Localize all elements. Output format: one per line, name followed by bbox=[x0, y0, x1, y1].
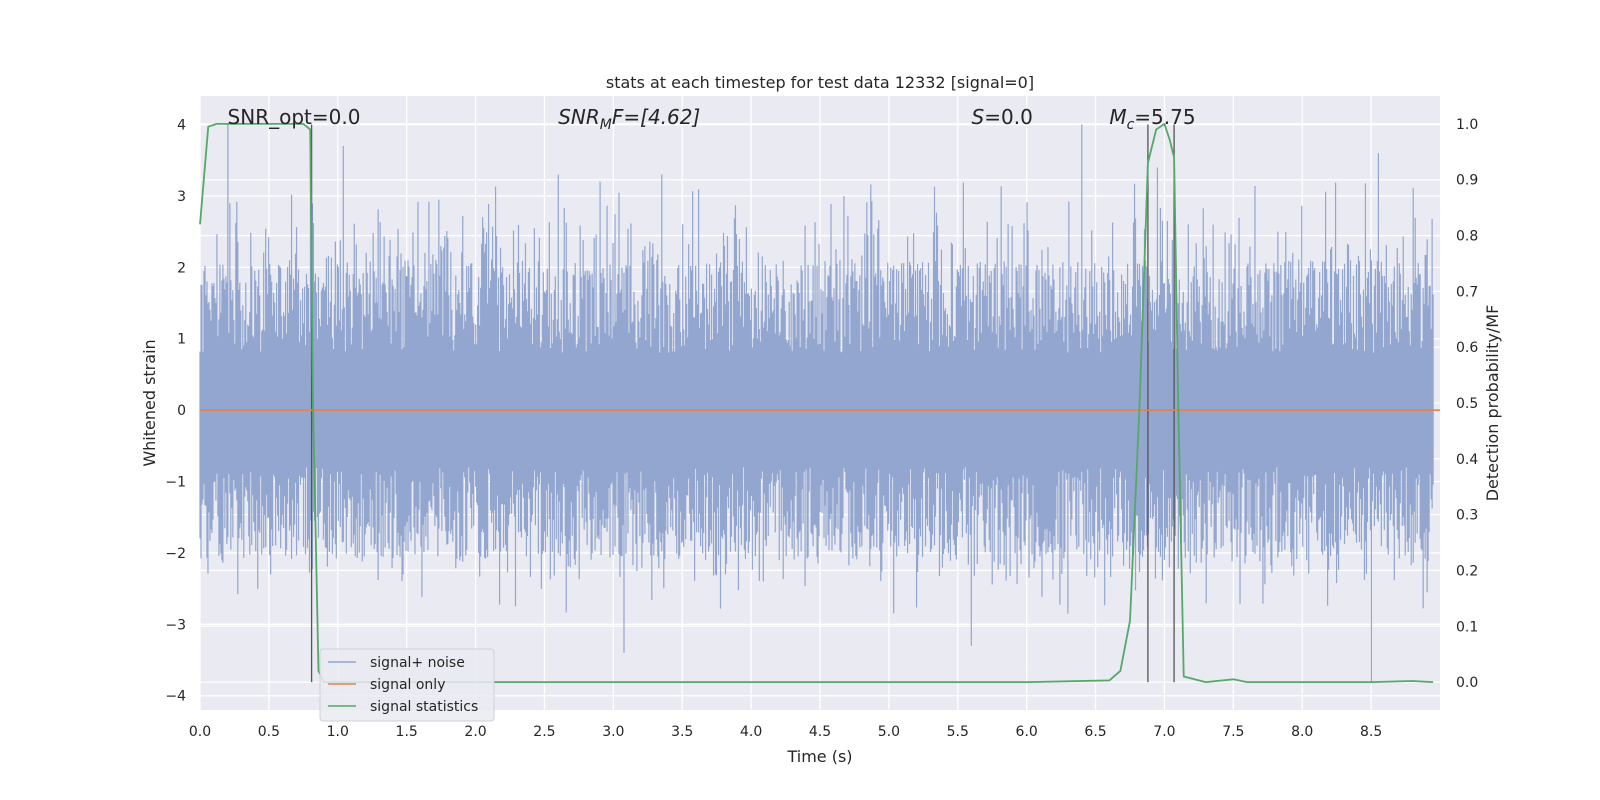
y-tick-label: −1 bbox=[165, 475, 186, 491]
signal-noise-series bbox=[199, 124, 1434, 682]
y-tick-label: −2 bbox=[165, 546, 186, 562]
y2-tick-label: 0.6 bbox=[1456, 340, 1478, 356]
y-tick-label: −4 bbox=[165, 689, 186, 705]
y2-tick-label: 0.4 bbox=[1456, 452, 1478, 468]
annotation-mc-rest: =5.75 bbox=[1134, 105, 1195, 129]
annotation-snr-mf-sub: M bbox=[600, 117, 612, 133]
x-tick-label: 2.5 bbox=[533, 724, 555, 740]
y2-tick-label: 0.7 bbox=[1456, 284, 1478, 300]
annotation-snr-opt: SNR_opt=0.0 bbox=[228, 105, 361, 129]
y-tick-label: −3 bbox=[165, 617, 186, 633]
y2-tick-label: 1.0 bbox=[1456, 117, 1478, 133]
y-tick-label: 3 bbox=[177, 189, 186, 205]
x-tick-label: 7.5 bbox=[1222, 724, 1244, 740]
y2-tick-label: 0.9 bbox=[1456, 173, 1478, 189]
y-tick-label: 4 bbox=[177, 118, 186, 134]
annotation-s: S=0.0 bbox=[972, 105, 1033, 129]
x-tick-label: 5.0 bbox=[878, 724, 900, 740]
annotation-mc-sub: c bbox=[1127, 117, 1135, 133]
tick-labels: 0.0 0.5 1.0 1.5 2.0 2.5 3.0 3.5 4.0 4.5 5.0 5.5 6.0 6… bbox=[165, 117, 1478, 740]
y2-tick-label: 0.8 bbox=[1456, 229, 1478, 245]
y-tick-label: 2 bbox=[177, 260, 186, 276]
annotation-s-main: S bbox=[972, 105, 985, 129]
x-tick-label: 4.0 bbox=[740, 724, 762, 740]
x-tick-label: 0.0 bbox=[189, 724, 211, 740]
y2-tick-label: 0.2 bbox=[1456, 563, 1478, 579]
x-tick-label: 0.5 bbox=[258, 724, 280, 740]
y-tick-label: 0 bbox=[177, 403, 186, 419]
annotation-snr-mf-prefix: SNR bbox=[558, 105, 600, 129]
noise-trace bbox=[199, 124, 1434, 682]
y-axis-label: Whitened strain bbox=[140, 339, 159, 466]
x-tick-label: 4.5 bbox=[809, 724, 831, 740]
x-tick-label: 5.5 bbox=[947, 724, 969, 740]
x-tick-label: 3.5 bbox=[671, 724, 693, 740]
y2-tick-label: 0.3 bbox=[1456, 508, 1478, 524]
y2-tick-label: 0.5 bbox=[1456, 396, 1478, 412]
annotation-snr-mf-suffix: F=[4.62] bbox=[612, 105, 700, 129]
annotation-snr-mf: SNRMF=[4.62] bbox=[558, 105, 700, 133]
y2-axis-label: Detection probability/MF bbox=[1483, 305, 1502, 502]
legend-label-signal-only: signal only bbox=[370, 677, 445, 693]
legend-label-signal-noise: signal+ noise bbox=[370, 655, 465, 671]
annotation-mc: Mc=5.75 bbox=[1109, 105, 1195, 133]
annotation-s-rest: =0.0 bbox=[984, 105, 1033, 129]
x-tick-label: 7.0 bbox=[1153, 724, 1175, 740]
x-tick-label: 6.0 bbox=[1016, 724, 1038, 740]
chart-title: stats at each timestep for test data 123… bbox=[606, 73, 1034, 92]
x-tick-label: 8.5 bbox=[1360, 724, 1382, 740]
x-axis-label: Time (s) bbox=[786, 747, 852, 766]
x-tick-label: 6.5 bbox=[1084, 724, 1106, 740]
x-tick-label: 2.0 bbox=[464, 724, 486, 740]
legend-box bbox=[319, 648, 495, 722]
annotation-mc-main: M bbox=[1109, 105, 1126, 129]
x-tick-label: 8.0 bbox=[1291, 724, 1313, 740]
signal-statistics-line bbox=[199, 123, 1434, 683]
x-tick-label: 1.0 bbox=[327, 724, 349, 740]
legend: signal+ noise signal only signal statist… bbox=[319, 648, 495, 722]
y-tick-label: 1 bbox=[177, 332, 186, 348]
signal-statistics-series bbox=[199, 123, 1434, 683]
legend-label-signal-statistics: signal statistics bbox=[370, 699, 478, 715]
x-tick-label: 3.0 bbox=[602, 724, 624, 740]
x-tick-label: 1.5 bbox=[396, 724, 418, 740]
y2-tick-label: 0.0 bbox=[1456, 675, 1478, 691]
y2-tick-label: 0.1 bbox=[1456, 619, 1478, 635]
annotations: SNR_opt=0.0 SNRMF=[4.62] S=0.0 Mc=5.75 bbox=[228, 105, 1196, 133]
